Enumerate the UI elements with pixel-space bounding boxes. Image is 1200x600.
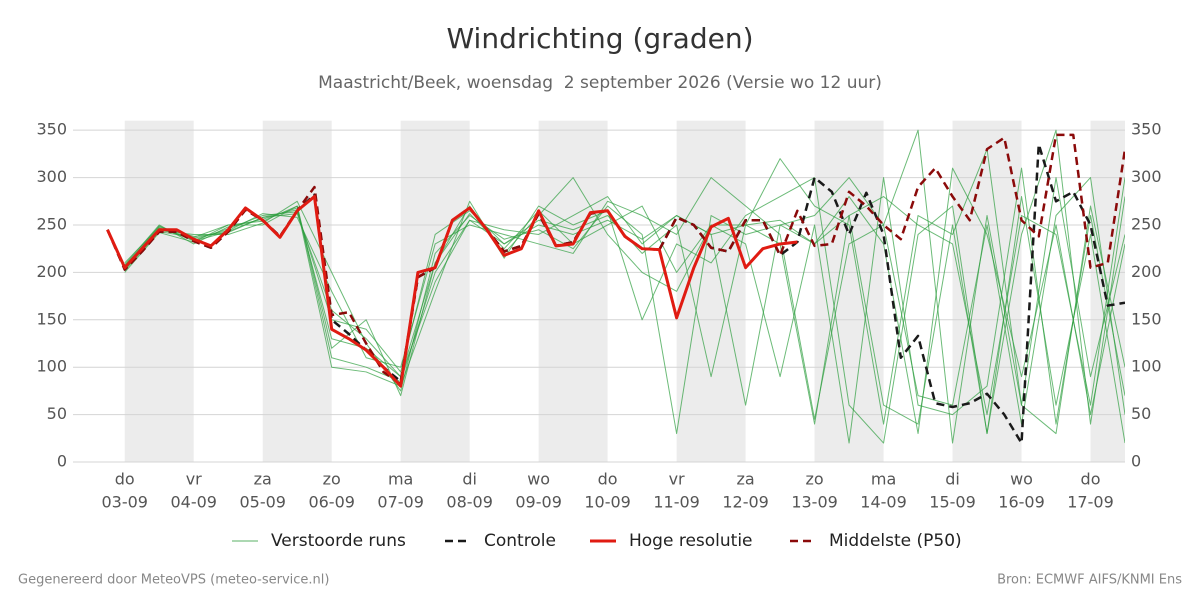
x-tick-label: wo — [1010, 470, 1033, 489]
x-tick-date: 14-09 — [860, 493, 907, 512]
day-shade — [262, 120, 332, 462]
day-shade — [124, 120, 194, 462]
legend-label: Verstoorde runs — [271, 531, 406, 551]
x-tick-label: ma — [871, 470, 896, 489]
ensemble-line — [124, 129, 1125, 444]
legend-label: Hoge resolutie — [629, 531, 753, 551]
legend-label: Controle — [484, 531, 556, 551]
x-tick-label: do — [115, 470, 135, 489]
x-tick-label: ma — [388, 470, 413, 489]
y-tick-label: 50 — [47, 404, 67, 423]
x-tick-date: 10-09 — [584, 493, 631, 512]
y2-tick-label: 300 — [1131, 167, 1162, 186]
y2-tick-label: 200 — [1131, 262, 1162, 281]
x-tick-date: 04-09 — [170, 493, 217, 512]
x-tick-label: za — [736, 470, 754, 489]
x-tick-date: 03-09 — [101, 493, 148, 512]
x-tick-label: di — [945, 470, 960, 489]
plot-area — [106, 129, 1125, 445]
ensemble-line — [124, 177, 1125, 425]
ensemble-line — [124, 167, 1125, 444]
legend-label: Middelste (P50) — [829, 531, 962, 551]
footer-right: Bron: ECMWF AIFS/KNMI Ens — [997, 573, 1182, 588]
x-tick-label: do — [1081, 470, 1101, 489]
day-shade — [538, 120, 608, 462]
y2-tick-label: 150 — [1131, 309, 1162, 328]
x-tick-date: 17-09 — [1067, 493, 1114, 512]
ensemble-line — [124, 177, 1125, 425]
y-tick-label: 200 — [36, 262, 67, 281]
x-tick-date: 16-09 — [998, 493, 1045, 512]
x-tick-date: 07-09 — [377, 493, 424, 512]
x-tick-date: 11-09 — [653, 493, 700, 512]
x-tick-date: 12-09 — [722, 493, 769, 512]
x-tick-date: 06-09 — [308, 493, 355, 512]
y-tick-label: 300 — [36, 167, 67, 186]
y2-tick-label: 350 — [1131, 120, 1162, 139]
x-tick-date: 05-09 — [239, 493, 286, 512]
x-tick-date: 13-09 — [791, 493, 838, 512]
series-line — [106, 195, 798, 388]
y-tick-label: 100 — [36, 357, 67, 376]
x-tick-label: zo — [323, 470, 341, 489]
chart-title: Windrichting (graden) — [446, 22, 753, 55]
y-tick-label: 250 — [36, 214, 67, 233]
y2-tick-label: 100 — [1131, 357, 1162, 376]
x-tick-date: 15-09 — [929, 493, 976, 512]
ensemble-line — [124, 129, 1125, 444]
x-tick-label: wo — [527, 470, 550, 489]
x-tick-label: za — [254, 470, 272, 489]
x-tick-date: 09-09 — [515, 493, 562, 512]
x-tick-label: vr — [186, 470, 202, 489]
y-tick-label: 350 — [36, 120, 67, 139]
y2-tick-label: 250 — [1131, 214, 1162, 233]
x-tick-label: vr — [669, 470, 685, 489]
x-tick-label: do — [598, 470, 618, 489]
x-tick-date: 08-09 — [446, 493, 493, 512]
footer-left: Gegenereerd door MeteoVPS (meteo-service… — [18, 573, 329, 588]
y-tick-label: 150 — [36, 309, 67, 328]
y2-tick-label: 0 — [1131, 452, 1141, 471]
ensemble-line — [124, 196, 1125, 444]
y2-tick-label: 50 — [1131, 404, 1151, 423]
x-tick-label: zo — [805, 470, 823, 489]
y-tick-label: 0 — [57, 452, 67, 471]
chart-subtitle: Maastricht/Beek, woensdag 2 september 20… — [318, 73, 882, 93]
x-tick-label: di — [462, 470, 477, 489]
